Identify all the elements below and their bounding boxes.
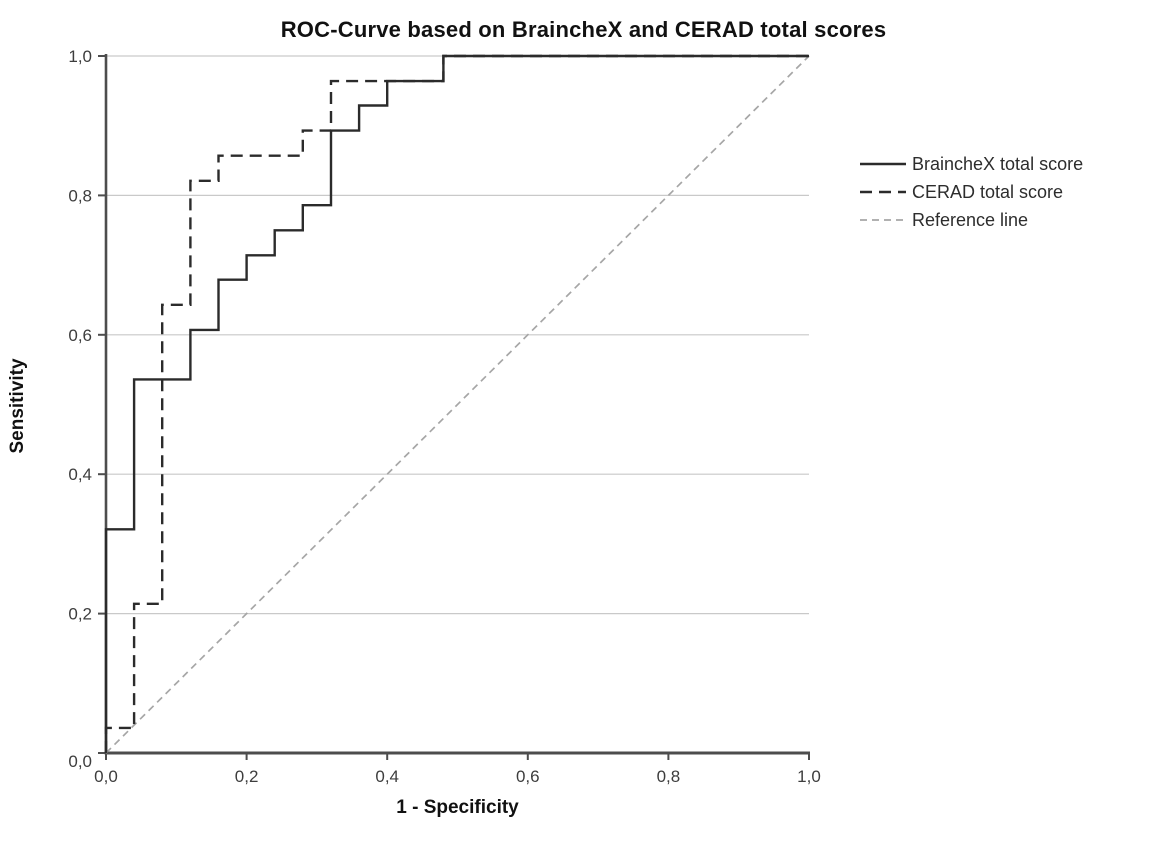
legend-label-brainchex: BraincheX total score xyxy=(912,153,1084,174)
svg-text:0,6: 0,6 xyxy=(68,326,92,345)
legend-label-cerad: CERAD total score xyxy=(912,181,1064,202)
svg-text:0,2: 0,2 xyxy=(68,605,92,624)
cerad-dashed-line-icon xyxy=(860,190,906,194)
x-axis-title: 1 - Specificity xyxy=(396,797,519,818)
legend-label-reference: Reference line xyxy=(912,209,1029,230)
gridlines-group xyxy=(106,55,809,615)
legend-item-brainchex: BraincheX total score xyxy=(860,150,1083,178)
x-tick-labels-group: 0,0 0,2 0,4 0,6 0,8 1,0 xyxy=(94,767,821,786)
reference-line-path xyxy=(105,55,810,754)
svg-text:1,0: 1,0 xyxy=(68,47,92,66)
series-brainchex-path xyxy=(104,54,809,753)
y-tick-labels-group: 0,0 0,2 0,4 0,6 0,8 1,0 xyxy=(68,47,92,771)
svg-text:1,0: 1,0 xyxy=(797,767,821,786)
svg-text:0,4: 0,4 xyxy=(68,465,92,484)
legend-item-cerad: CERAD total score xyxy=(860,178,1083,206)
svg-text:0,0: 0,0 xyxy=(94,767,118,786)
svg-text:0,2: 0,2 xyxy=(235,767,259,786)
svg-text:0,0: 0,0 xyxy=(68,752,92,771)
svg-text:0,6: 0,6 xyxy=(516,767,540,786)
legend-item-reference: Reference line xyxy=(860,206,1083,234)
svg-text:0,8: 0,8 xyxy=(657,767,681,786)
brainchex-solid-line-icon xyxy=(860,162,906,166)
svg-text:0,4: 0,4 xyxy=(375,767,399,786)
legend: BraincheX total score CERAD total score … xyxy=(860,150,1083,234)
reference-dashed-line-icon xyxy=(860,219,906,221)
chart-title: ROC-Curve based on BraincheX and CERAD t… xyxy=(280,17,887,42)
series-cerad-path xyxy=(104,54,809,753)
svg-text:0,8: 0,8 xyxy=(68,186,92,205)
